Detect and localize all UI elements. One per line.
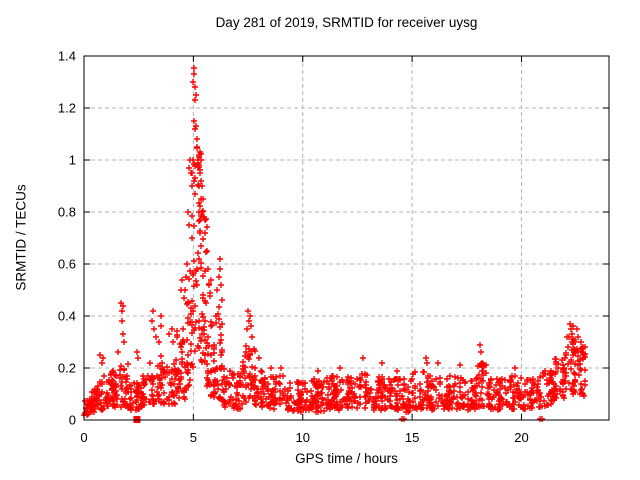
x-axis-label: GPS time / hours [295,451,398,466]
tick-labels: 0 5 10 15 20 0 0.2 0.4 0.6 0.8 1 1.2 1.4 [58,49,529,446]
scatter-points [81,65,588,422]
plot-frame [83,55,610,421]
y-tick-label: 0 [69,413,76,428]
y-tick-label: 0.6 [58,257,76,272]
y-tick-label: 1.4 [58,49,76,64]
y-tick-label: 1 [69,153,76,168]
y-tick-label: 0.2 [58,361,76,376]
square-points [133,415,141,423]
y-tick-label: 1.2 [58,101,76,116]
x-tick-label: 0 [80,430,87,445]
x-tick-label: 20 [514,430,528,445]
x-tick-label: 15 [405,430,419,445]
x-tick-label: 5 [190,430,197,445]
x-tick-label: 10 [296,430,310,445]
y-tick-label: 0.4 [58,309,76,324]
chart-title: Day 281 of 2019, SRMTID for receiver uys… [215,15,478,30]
y-tick-label: 0.8 [58,205,76,220]
